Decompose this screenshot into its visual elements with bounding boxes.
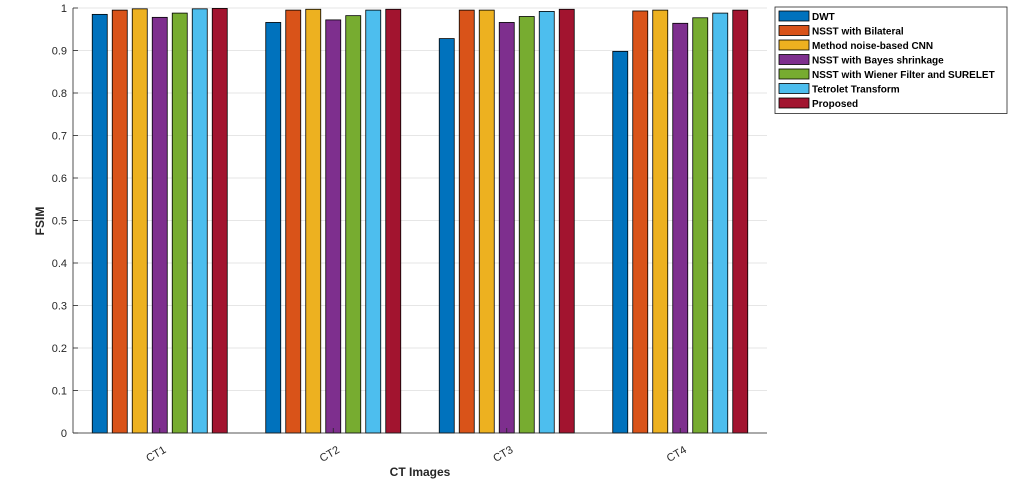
legend-swatch	[778, 25, 810, 36]
bar	[732, 9, 749, 434]
x-tick-label: CT1	[144, 444, 168, 465]
y-tick-label: 0.8	[52, 88, 67, 100]
y-tick-label: 0.6	[52, 173, 67, 185]
bar	[478, 9, 495, 434]
legend-swatch	[778, 54, 810, 65]
x-tick-label: CT3	[491, 444, 515, 465]
bar	[385, 8, 402, 434]
bar	[171, 12, 188, 434]
bar	[558, 8, 575, 434]
legend-label: Proposed	[812, 99, 858, 110]
legend-label: NSST with Bilateral	[812, 27, 904, 38]
bar	[632, 10, 649, 434]
bar	[438, 38, 455, 434]
legend-label: DWT	[812, 12, 835, 23]
bar	[498, 22, 515, 434]
legend-swatch	[778, 39, 810, 51]
legend-label: Tetrolet Transform	[812, 85, 900, 96]
bar	[365, 9, 382, 434]
bar	[458, 9, 475, 434]
bar	[285, 9, 302, 434]
y-tick-label: 1	[61, 3, 67, 15]
bar	[518, 16, 535, 434]
legend-label: NSST with Bayes shrinkage	[812, 56, 944, 67]
bar	[538, 10, 555, 434]
bar	[131, 8, 148, 434]
y-tick-label: 0.1	[52, 386, 67, 398]
bar	[712, 12, 729, 434]
y-axis-label: FSIM	[33, 207, 47, 236]
grid-lines	[73, 7, 767, 434]
y-tick-label: 0.3	[52, 301, 67, 313]
bar	[345, 15, 362, 434]
x-tick-label: CT4	[665, 444, 689, 465]
bar	[191, 8, 208, 434]
bar	[672, 22, 689, 434]
legend-box	[774, 6, 1008, 114]
legend-swatch	[778, 97, 810, 109]
legend-label: NSST with Wiener Filter and SURELET	[812, 70, 995, 81]
axes	[72, 7, 767, 434]
legend-label: Method noise-based CNN	[812, 41, 933, 52]
y-tick-label: 0.2	[52, 343, 67, 355]
legend: DWT NSST with Bilateral Method noise-based…	[774, 6, 1008, 114]
y-tick-labels: 0 0.1 0.2 0.3 0.4 0.5 0.6 0.7 0.8 0.9 1	[52, 3, 67, 440]
y-tick-label: 0.5	[52, 216, 67, 228]
x-tick-label: CT2	[318, 444, 342, 465]
bar	[305, 8, 322, 434]
legend-swatch	[778, 68, 810, 80]
bar	[111, 9, 128, 434]
y-tick-label: 0.9	[52, 46, 67, 58]
y-tick-label: 0.4	[52, 258, 67, 270]
bar	[612, 50, 629, 434]
bar	[652, 9, 669, 434]
x-axis-label: CT Images	[390, 465, 451, 479]
legend-swatch	[778, 10, 810, 22]
bar	[211, 8, 228, 434]
y-tick-label: 0.7	[52, 131, 67, 143]
bar	[692, 17, 709, 434]
bar	[91, 13, 108, 434]
legend-swatch	[778, 83, 810, 94]
bar	[151, 16, 168, 434]
y-tick-label: 0	[61, 428, 67, 440]
bar	[325, 19, 342, 434]
x-tick-labels: CT1 CT2 CT3 CT4	[144, 444, 688, 465]
bar	[265, 22, 282, 434]
